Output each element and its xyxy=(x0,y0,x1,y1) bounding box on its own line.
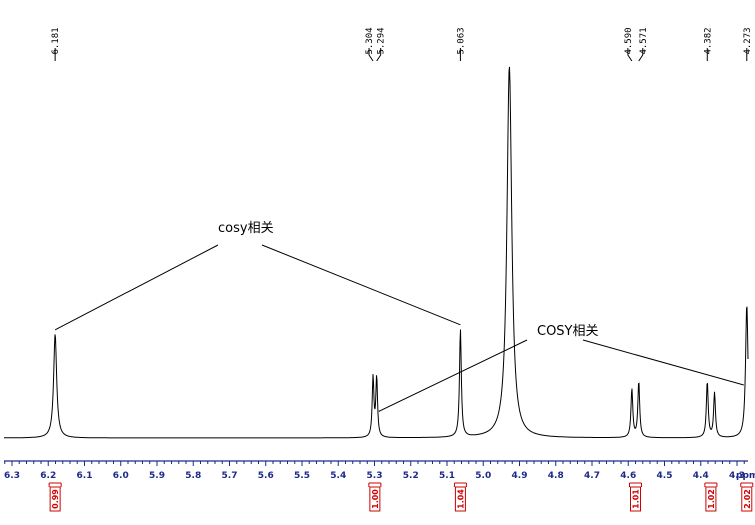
peak-label-leader xyxy=(638,48,644,62)
peak-label-leader xyxy=(368,48,374,62)
axis-tick-label: 4.9 xyxy=(512,471,528,481)
integral-box xyxy=(705,486,717,512)
annotations: cosy相关 COSY相关 xyxy=(54,221,744,412)
axis-tick-label: 4.8 xyxy=(548,471,564,481)
axis-tick-label: 4.6 xyxy=(620,471,636,481)
axis-tick-label: 5.8 xyxy=(185,471,201,481)
annotation-label-cosy-upper: COSY相关 xyxy=(537,324,599,339)
integral-box xyxy=(630,486,641,512)
axis-tick-label: 5.0 xyxy=(475,471,491,481)
integral-value: 1.02 xyxy=(707,489,716,509)
ppm-axis: 6.3 6.2 6.1 6.0 5.9 5.8 5.7 5.6 5.5 5.4 5.3 5.2 5.1 5… xyxy=(4,460,755,481)
integral-bracket xyxy=(629,482,642,487)
integral-bracket xyxy=(48,482,62,487)
annotation-line xyxy=(54,244,219,331)
axis-tick-label: 5.9 xyxy=(149,471,165,481)
axis-tick-label: 5.3 xyxy=(367,471,383,481)
axis-tick-label: 6.2 xyxy=(40,471,56,481)
peak-label-leader xyxy=(627,48,633,62)
axis-unit-label: ppm xyxy=(736,471,755,481)
axis-tick-label: 4.5 xyxy=(657,471,673,481)
peak-label: 5.063 xyxy=(456,27,466,54)
peak-label: 5.304 xyxy=(365,27,375,54)
integrals: 0.99 1.00 1.04 1.01 1.02 2.02 xyxy=(48,482,754,512)
annotation-line xyxy=(261,244,461,326)
integral-value: 1.01 xyxy=(632,489,641,509)
axis-tick-label: 5.6 xyxy=(258,471,274,481)
axis-tick-label: 6.1 xyxy=(77,471,93,481)
axis-tick-label: 5.1 xyxy=(439,471,455,481)
axis-tick-label: 5.4 xyxy=(330,471,346,481)
spectrum-trace xyxy=(4,66,749,439)
integral-box xyxy=(49,486,61,512)
integral-box xyxy=(454,486,466,512)
axis-tick-label: 4.3 xyxy=(729,471,745,481)
peak-label: 6.181 xyxy=(51,27,61,54)
axis-tick-label: 6.3 xyxy=(4,471,20,481)
integral-bracket xyxy=(368,482,382,487)
peak-label: 4.571 xyxy=(639,27,649,54)
annotation-label-cosy: cosy相关 xyxy=(218,221,274,236)
integral-box xyxy=(369,486,381,512)
integral-box xyxy=(741,486,753,512)
axis-tick-label: 5.2 xyxy=(403,471,419,481)
annotation-line xyxy=(378,339,528,412)
integral-bracket xyxy=(740,482,754,487)
integral-bracket xyxy=(453,482,467,487)
axis-tick-label: 5.7 xyxy=(222,471,238,481)
peak-label: 4.590 xyxy=(624,27,634,54)
integral-bracket xyxy=(704,482,718,487)
integral-value: 1.00 xyxy=(371,489,380,509)
peak-labels: 6.181 5.304 5.294 5.063 4.590 4.571 4.382 4.273 xyxy=(51,27,753,62)
peak-label-leader xyxy=(376,48,382,62)
peak-label: 4.273 xyxy=(743,27,753,54)
peak-label: 5.294 xyxy=(377,27,387,54)
axis-tick-label: 4.7 xyxy=(584,471,600,481)
integral-value: 0.99 xyxy=(51,489,60,509)
integral-value: 1.04 xyxy=(456,489,465,509)
integral-value: 2.02 xyxy=(743,489,752,509)
annotation-line xyxy=(582,339,744,386)
axis-tick-label: 5.5 xyxy=(294,471,310,481)
peak-label: 4.382 xyxy=(703,27,713,54)
axis-tick-label: 6.0 xyxy=(113,471,129,481)
axis-tick-label: 4.4 xyxy=(693,471,709,481)
